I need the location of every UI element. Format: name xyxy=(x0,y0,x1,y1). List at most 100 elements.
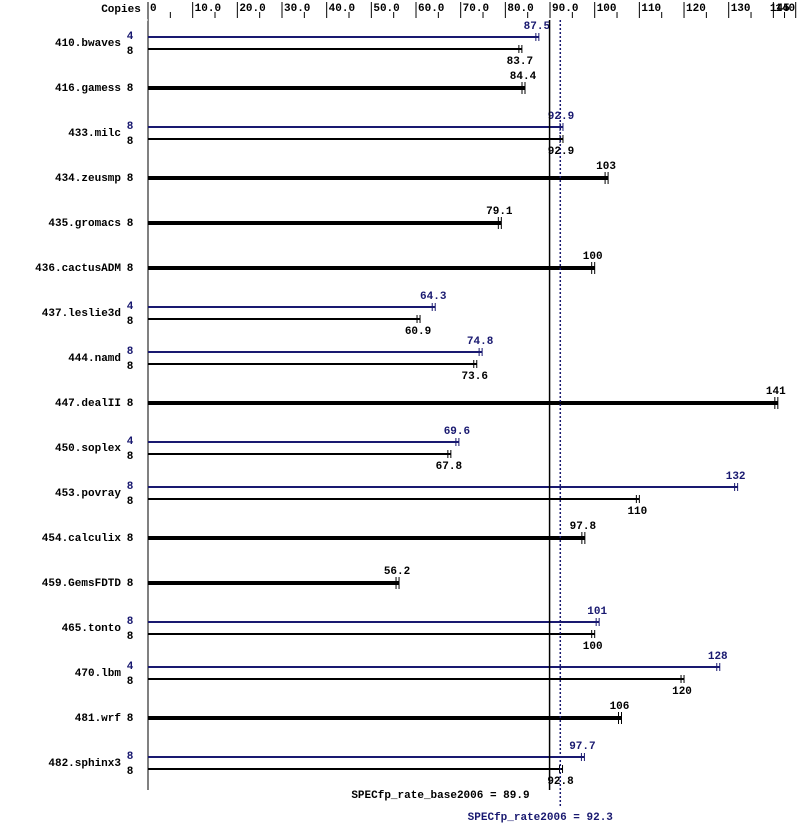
value-label: 92.9 xyxy=(548,146,574,158)
copies: 8 xyxy=(127,173,134,185)
copies: 8 xyxy=(127,361,134,373)
value-label: 97.8 xyxy=(570,521,597,533)
copies: 4 xyxy=(127,661,134,673)
copies: 8 xyxy=(127,46,134,58)
benchmark-label: 453.povray xyxy=(55,488,121,500)
benchmark-label: 410.bwaves xyxy=(55,38,121,50)
bar xyxy=(148,756,585,758)
bar xyxy=(148,621,600,623)
x-tick-label: 140 xyxy=(775,3,795,15)
copies: 8 xyxy=(127,83,134,95)
x-tick-label: 110 xyxy=(641,3,661,15)
x-tick-label: 50.0 xyxy=(373,3,399,15)
value-label: 100 xyxy=(583,251,603,263)
bar xyxy=(148,86,526,90)
benchmark-label: 450.soplex xyxy=(55,443,121,455)
copies: 8 xyxy=(127,676,134,688)
benchmark-label: 444.namd xyxy=(68,353,121,365)
copies: 8 xyxy=(127,316,134,328)
value-label: 84.4 xyxy=(510,71,537,83)
value-label: 106 xyxy=(610,701,630,713)
copies: 8 xyxy=(127,218,134,230)
value-label: 83.7 xyxy=(507,56,533,68)
value-label: 132 xyxy=(726,471,746,483)
x-tick-label: 145 xyxy=(770,3,790,15)
bar xyxy=(148,678,685,680)
peak-result-label: SPECfp_rate2006 = 92.3 xyxy=(468,812,614,824)
value-label: 60.9 xyxy=(405,326,431,338)
copies: 4 xyxy=(127,436,134,448)
bar xyxy=(148,486,738,488)
benchmark-label: 436.cactusADM xyxy=(35,263,121,275)
bar xyxy=(148,36,539,38)
x-tick-label: 130 xyxy=(731,3,751,15)
copies: 8 xyxy=(127,751,134,763)
benchmark-label: 434.zeusmp xyxy=(55,173,121,185)
value-label: 56.2 xyxy=(384,566,410,578)
base-result-label: SPECfp_rate_base2006 = 89.9 xyxy=(351,790,529,802)
bar xyxy=(148,126,563,128)
value-label: 67.8 xyxy=(436,461,463,473)
bar xyxy=(148,138,563,140)
bar xyxy=(148,768,563,770)
value-label: 110 xyxy=(627,506,647,518)
copies: 8 xyxy=(127,713,134,725)
copies: 8 xyxy=(127,451,134,463)
x-tick-label: 20.0 xyxy=(239,3,265,15)
x-tick-label: 80.0 xyxy=(507,3,533,15)
copies: 8 xyxy=(127,578,134,590)
bar xyxy=(148,48,522,50)
bar xyxy=(148,441,459,443)
value-label: 87.5 xyxy=(524,21,551,33)
copies: 8 xyxy=(127,263,134,275)
bar xyxy=(148,363,477,365)
bar xyxy=(148,453,451,455)
copies: 8 xyxy=(127,346,134,358)
value-label: 97.7 xyxy=(569,741,595,753)
value-label: 69.6 xyxy=(444,426,470,438)
x-tick-label: 60.0 xyxy=(418,3,444,15)
bar xyxy=(148,401,778,405)
x-tick-label: 30.0 xyxy=(284,3,310,15)
benchmark-label: 482.sphinx3 xyxy=(48,758,121,770)
benchmark-label: 459.GemsFDTD xyxy=(42,578,122,590)
value-label: 100 xyxy=(583,641,603,653)
copies: 8 xyxy=(127,496,134,508)
bar xyxy=(148,266,595,270)
benchmark-label: 433.milc xyxy=(68,128,121,140)
value-label: 141 xyxy=(766,386,786,398)
bar xyxy=(148,221,502,225)
copies: 8 xyxy=(127,616,134,628)
copies: 4 xyxy=(127,31,134,43)
benchmark-label: 435.gromacs xyxy=(48,218,121,230)
value-label: 101 xyxy=(587,606,607,618)
value-label: 128 xyxy=(708,651,728,663)
bar xyxy=(148,176,609,180)
bar xyxy=(148,666,720,668)
value-label: 64.3 xyxy=(420,291,447,303)
benchmark-label: 481.wrf xyxy=(75,713,122,725)
x-tick-label: 90.0 xyxy=(552,3,578,15)
benchmark-label: 437.leslie3d xyxy=(42,308,121,320)
bar xyxy=(148,498,640,500)
benchmark-label: 470.lbm xyxy=(75,668,122,680)
bar xyxy=(148,318,421,320)
benchmark-label: 447.dealII xyxy=(55,398,121,410)
value-label: 73.6 xyxy=(462,371,488,383)
copies: 8 xyxy=(127,121,134,133)
benchmark-label: 416.gamess xyxy=(55,83,121,95)
benchmark-label: 454.calculix xyxy=(42,533,122,545)
value-label: 120 xyxy=(672,686,692,698)
copies-header: Copies xyxy=(101,4,141,16)
x-tick-label: 40.0 xyxy=(329,3,355,15)
copies: 8 xyxy=(127,398,134,410)
x-tick-label: 70.0 xyxy=(463,3,489,15)
copies: 8 xyxy=(127,533,134,545)
x-tick-label: 10.0 xyxy=(195,3,221,15)
x-tick-label: 100 xyxy=(597,3,617,15)
value-label: 74.8 xyxy=(467,336,494,348)
copies: 8 xyxy=(127,766,134,778)
bar xyxy=(148,351,483,353)
